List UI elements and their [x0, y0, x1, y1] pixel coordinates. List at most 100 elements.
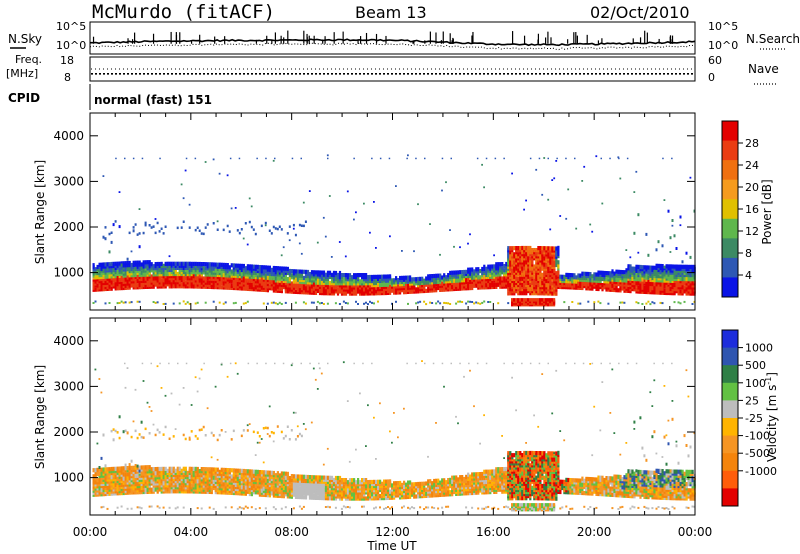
scatter-cell: [112, 268, 115, 273]
scatter-cell: [204, 161, 207, 163]
scatter-cell: [415, 287, 418, 292]
scatter-cell: [551, 246, 554, 251]
scatter-cell: [154, 301, 157, 304]
scatter-cell: [136, 260, 139, 265]
scatter-cell: [188, 203, 191, 206]
scatter-cell: [322, 278, 326, 283]
scatter-cell: [529, 287, 532, 292]
scatter-cell: [180, 282, 183, 287]
scatter-cell: [100, 272, 103, 277]
scatter-cell: [168, 261, 171, 266]
scatter-cell: [373, 302, 375, 305]
scatter-cell: [232, 283, 235, 289]
scatter-cell: [529, 298, 532, 302]
scatter-cell: [132, 268, 135, 274]
scatter-cell: [168, 437, 171, 440]
scatter-cell: [118, 436, 121, 440]
scatter-cell: [459, 300, 462, 303]
scatter-cell: [330, 272, 334, 277]
scatter-cell: [98, 268, 101, 274]
scatter-cell: [130, 507, 133, 510]
scatter-cell: [575, 275, 578, 280]
scatter-cell: [140, 435, 143, 439]
scatter-cell: [224, 301, 227, 304]
scatter-cell: [204, 262, 207, 267]
scatter-cell: [122, 430, 125, 434]
scatter-cell: [623, 270, 626, 275]
scatter-cell: [647, 265, 650, 270]
scatter-cell: [641, 265, 644, 270]
scatter-cell: [435, 273, 438, 278]
scatter-cell: [523, 245, 526, 251]
scatter-cell: [403, 275, 406, 280]
scatter-cell: [236, 507, 239, 510]
scatter-cell: [449, 270, 452, 275]
scatter-cell: [563, 301, 566, 304]
scatter-cell: [431, 284, 434, 289]
scatter-cell: [198, 428, 201, 432]
scatter-cell: [182, 387, 185, 389]
scatter-cell: [98, 471, 101, 476]
scatter-cell: [254, 454, 257, 456]
scatter-cell: [525, 248, 528, 253]
scatter-cell: [543, 246, 546, 251]
scatter-cell: [473, 269, 476, 274]
scatter-cell: [419, 276, 422, 281]
scatter-cell: [202, 232, 205, 236]
scatter-cell: [115, 157, 117, 160]
scatter-cell: [194, 475, 197, 480]
scatter-cell: [148, 469, 151, 474]
scatter-cell: [545, 283, 548, 288]
scatter-cell: [140, 262, 143, 267]
scatter-cell: [653, 265, 656, 270]
scatter-cell: [126, 261, 129, 266]
scatter-cell: [216, 479, 219, 485]
scatter-cell: [653, 269, 656, 274]
scatter-cell: [182, 220, 185, 223]
scatter-cell: [543, 157, 546, 159]
scatter-cell: [130, 465, 133, 470]
scatter-cell: [114, 466, 117, 471]
scatter-cell: [128, 301, 131, 304]
scatter-cell: [160, 479, 163, 484]
scatter-cell: [557, 278, 560, 283]
scatter-cell: [190, 430, 193, 433]
scatter-cell: [272, 301, 275, 304]
scatter-cell: [94, 492, 97, 497]
scatter-cell: [493, 282, 496, 287]
scatter-cell: [214, 262, 217, 267]
scatter-cell: [138, 300, 141, 303]
scatter-cell: [132, 260, 135, 265]
scatter-cell: [112, 223, 115, 227]
scatter-cell: [577, 273, 580, 278]
scatter-cell: [479, 275, 482, 280]
scatter-cell: [240, 282, 243, 287]
scatter-cell: [288, 239, 291, 242]
scatter-cell: [240, 507, 243, 510]
scatter-cell: [383, 288, 386, 294]
scatter-cell: [423, 278, 426, 283]
scatter-cell: [134, 473, 137, 478]
scatter-cell: [689, 176, 692, 179]
scatter-cell: [126, 257, 129, 261]
scatter-cell: [98, 467, 101, 472]
scatter-cell: [210, 431, 213, 435]
scatter-cell: [541, 298, 544, 302]
scatter-cell: [549, 285, 552, 290]
scatter-cell: [262, 265, 265, 270]
scatter-cell: [529, 252, 532, 257]
scatter-cell: [355, 211, 357, 214]
scatter-cell: [585, 271, 588, 276]
scatter-cell: [312, 270, 316, 275]
scatter-cell: [601, 270, 604, 275]
scatter-cell: [236, 282, 239, 287]
scatter-cell: [647, 275, 650, 280]
scatter-cell: [272, 159, 275, 162]
station-title: McMurdo (fitACF): [92, 1, 275, 23]
scatter-cell: [635, 170, 638, 173]
scatter-cell: [577, 302, 580, 305]
scatter-cell: [344, 281, 348, 286]
scatter-cell: [367, 291, 370, 296]
scatter-cell: [270, 232, 273, 235]
scatter-cell: [529, 245, 532, 251]
